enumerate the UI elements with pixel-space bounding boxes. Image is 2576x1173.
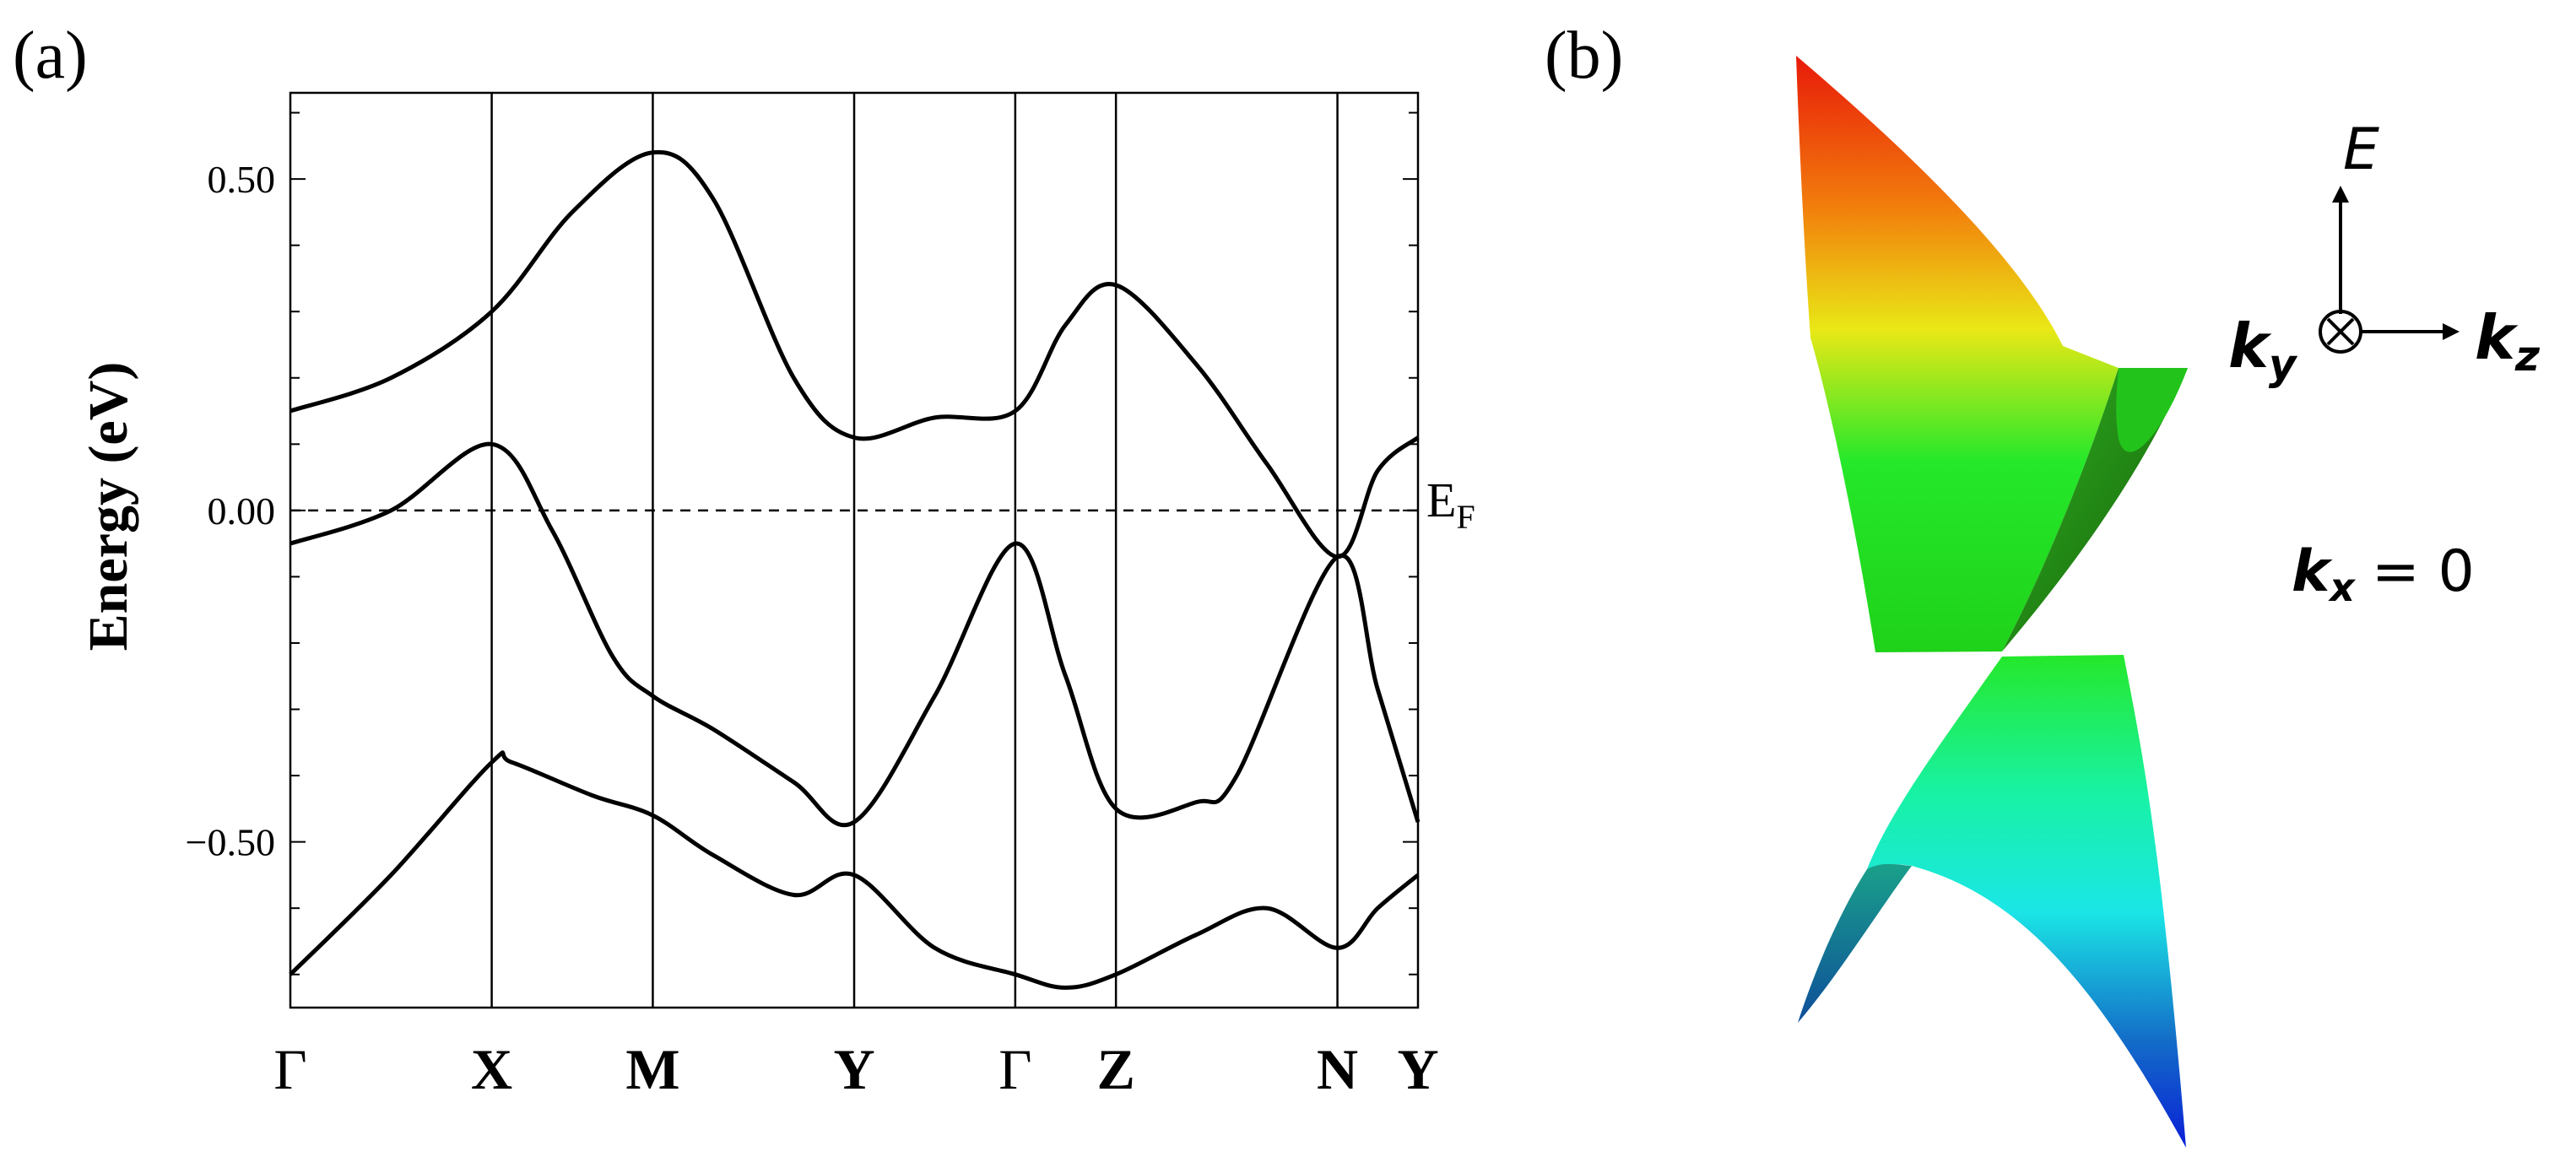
k-point-label: N [1317, 1037, 1358, 1101]
k-point-label: Y [833, 1037, 874, 1101]
y-tick-label: 0.50 [208, 158, 276, 201]
k-point-label: Γ [273, 1037, 306, 1101]
fermi-level-label: EF [1426, 473, 1475, 536]
ky-axis-cross-mark [2326, 317, 2355, 346]
upper-cone-right-edge [2116, 368, 2188, 452]
kz-axis-label: kz [2475, 302, 2541, 381]
band-line [290, 149, 1420, 559]
lower-cone-dark-flap [1798, 863, 1912, 1023]
ky-symbol: k [2228, 311, 2272, 381]
ky-subscript: y [2269, 340, 2298, 389]
band-line [289, 750, 1420, 990]
kz-subscript: z [2514, 332, 2541, 381]
k-point-label: M [625, 1037, 679, 1101]
band-line [290, 441, 1421, 828]
kx-subscript: x [2328, 565, 2356, 610]
kx-plane-label: kx = 0 [2292, 538, 2475, 610]
fermi-level-symbol: E [1426, 473, 1456, 527]
k-point-label: X [471, 1037, 512, 1101]
kx-value: = 0 [2372, 538, 2475, 605]
panel-b-label: (b) [1545, 19, 1623, 93]
kz-symbol: k [2475, 302, 2519, 373]
y-axis-title: Energy (eV) [78, 362, 139, 651]
panel-a-label: (a) [13, 19, 88, 93]
lower-cone-main-sheet [1867, 655, 2186, 1148]
fermi-level-subscript: F [1456, 498, 1475, 536]
energy-axis-arrowhead [2332, 186, 2349, 203]
ky-axis-label: ky [2228, 311, 2298, 389]
y-tick-label: 0.00 [208, 489, 276, 532]
k-point-label: Γ [998, 1037, 1031, 1101]
momentum-axes-indicator: E ky kz kx = 0 [2228, 116, 2541, 610]
kx-symbol: k [2292, 538, 2333, 605]
k-point-label: Y [1397, 1037, 1438, 1101]
upper-cone-front-sheet [1796, 56, 2119, 652]
y-tick-label: −0.50 [186, 821, 275, 864]
k-point-label: Z [1096, 1037, 1134, 1101]
kz-axis-arrowhead [2443, 323, 2460, 340]
plot-area: Γ X M Y Γ Z N Y−0.500.000.50 [186, 91, 1439, 1101]
dirac-cone-3d-surface [1796, 56, 2188, 1148]
energy-axis-label: E [2343, 116, 2379, 183]
